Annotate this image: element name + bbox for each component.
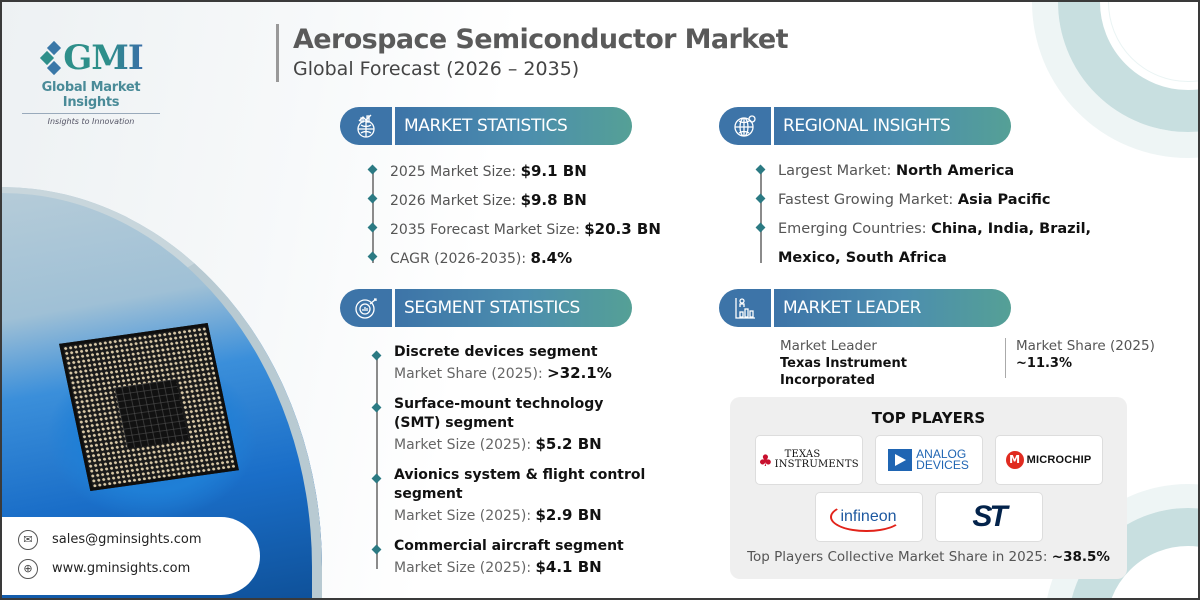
gmi-diamond-icon: [39, 40, 62, 76]
texas-instruments-logo: ♣ TEXAS INSTRUMENTS: [754, 435, 863, 485]
leader-chart-icon: [719, 289, 771, 327]
segment-statistics-list: Discrete devices segment Market Share (2…: [372, 343, 717, 579]
title-block: Aerospace Semiconductor Market Global Fo…: [276, 24, 789, 82]
email-icon: ✉: [18, 529, 38, 550]
region-item: Emerging Countries: China, India, Brazil…: [756, 215, 1091, 273]
gmi-logo: GMI Global Market Insights Insights to I…: [16, 38, 166, 126]
stat-item: 2025 Market Size: $9.1 BN: [368, 157, 661, 186]
page-title: Aerospace Semiconductor Market: [293, 24, 789, 55]
region-item: Largest Market: North America: [756, 157, 1091, 186]
page-subtitle: Global Forecast (2026 – 2035): [293, 58, 580, 80]
globe-icon: ⊕: [18, 558, 38, 579]
market-statistics-header: MARKET STATISTICS: [340, 107, 632, 145]
contact-website[interactable]: www.gminsights.com: [52, 561, 191, 576]
section-title: REGIONAL INSIGHTS: [774, 107, 1011, 145]
decorative-ring-top-right: [1058, 2, 1198, 132]
ti-mark-icon: ♣: [758, 450, 773, 470]
microchip-logo: MICROCHIP: [994, 435, 1103, 485]
semiconductor-chip-image: [59, 323, 239, 491]
section-title: SEGMENT STATISTICS: [395, 289, 632, 327]
chart-globe-icon: [340, 107, 392, 145]
stat-item: 2035 Forecast Market Size: $20.3 BN: [368, 215, 661, 244]
regional-insights-list: Largest Market: North America Fastest Gr…: [756, 157, 1091, 273]
leader-name: Texas Instrument Incorporated: [780, 356, 907, 388]
globe-pin-icon: [719, 107, 771, 145]
segment-item: Avionics system & flight control segment…: [372, 466, 717, 527]
microchip-mark-icon: [1005, 451, 1024, 469]
market-leader-header: MARKET LEADER: [719, 289, 1011, 327]
segment-item: Surface-mount technology (SMT) segment M…: [372, 395, 717, 456]
market-statistics-list: 2025 Market Size: $9.1 BN 2026 Market Si…: [368, 157, 661, 273]
top-players-title: TOP PLAYERS: [871, 409, 986, 427]
contact-panel: ✉ sales@gminsights.com ⊕ www.gminsights.…: [2, 517, 260, 595]
contact-email[interactable]: sales@gminsights.com: [52, 532, 202, 547]
analog-devices-logo: ANALOG DEVICES: [874, 435, 983, 485]
market-leader-info: Market Leader Texas Instrument Incorpora…: [780, 338, 1155, 389]
top-players-panel: TOP PLAYERS ♣ TEXAS INSTRUMENTS ANALOG DEV…: [730, 397, 1127, 579]
region-item: Fastest Growing Market: Asia Pacific: [756, 186, 1091, 215]
regional-insights-header: REGIONAL INSIGHTS: [719, 107, 1011, 145]
adi-triangle-icon: [888, 449, 913, 471]
infineon-logo: infineon: [814, 492, 923, 542]
leader-label: Market Leader: [780, 338, 877, 354]
st-logo: ST: [934, 492, 1043, 542]
stat-item: 2026 Market Size: $9.8 BN: [368, 186, 661, 215]
brand-name: Global Market Insights: [41, 80, 141, 110]
segment-item: Discrete devices segment Market Share (2…: [372, 343, 717, 385]
target-chart-icon: [340, 289, 392, 327]
section-title: MARKET STATISTICS: [395, 107, 632, 145]
share-label: Market Share (2025): [1016, 338, 1155, 354]
segment-statistics-header: SEGMENT STATISTICS: [340, 289, 632, 327]
logo-divider: [22, 113, 160, 114]
collective-share: Top Players Collective Market Share in 2…: [747, 549, 1110, 565]
share-value: ~11.3%: [1016, 356, 1072, 371]
segment-item: Commercial aircraft segment Market Size …: [372, 537, 717, 579]
brand-tagline: Insights to Innovation: [47, 117, 135, 126]
section-title: MARKET LEADER: [774, 289, 1011, 327]
logo-text: GMI: [63, 38, 144, 78]
stat-item: CAGR (2026-2035): 8.4%: [368, 244, 661, 273]
